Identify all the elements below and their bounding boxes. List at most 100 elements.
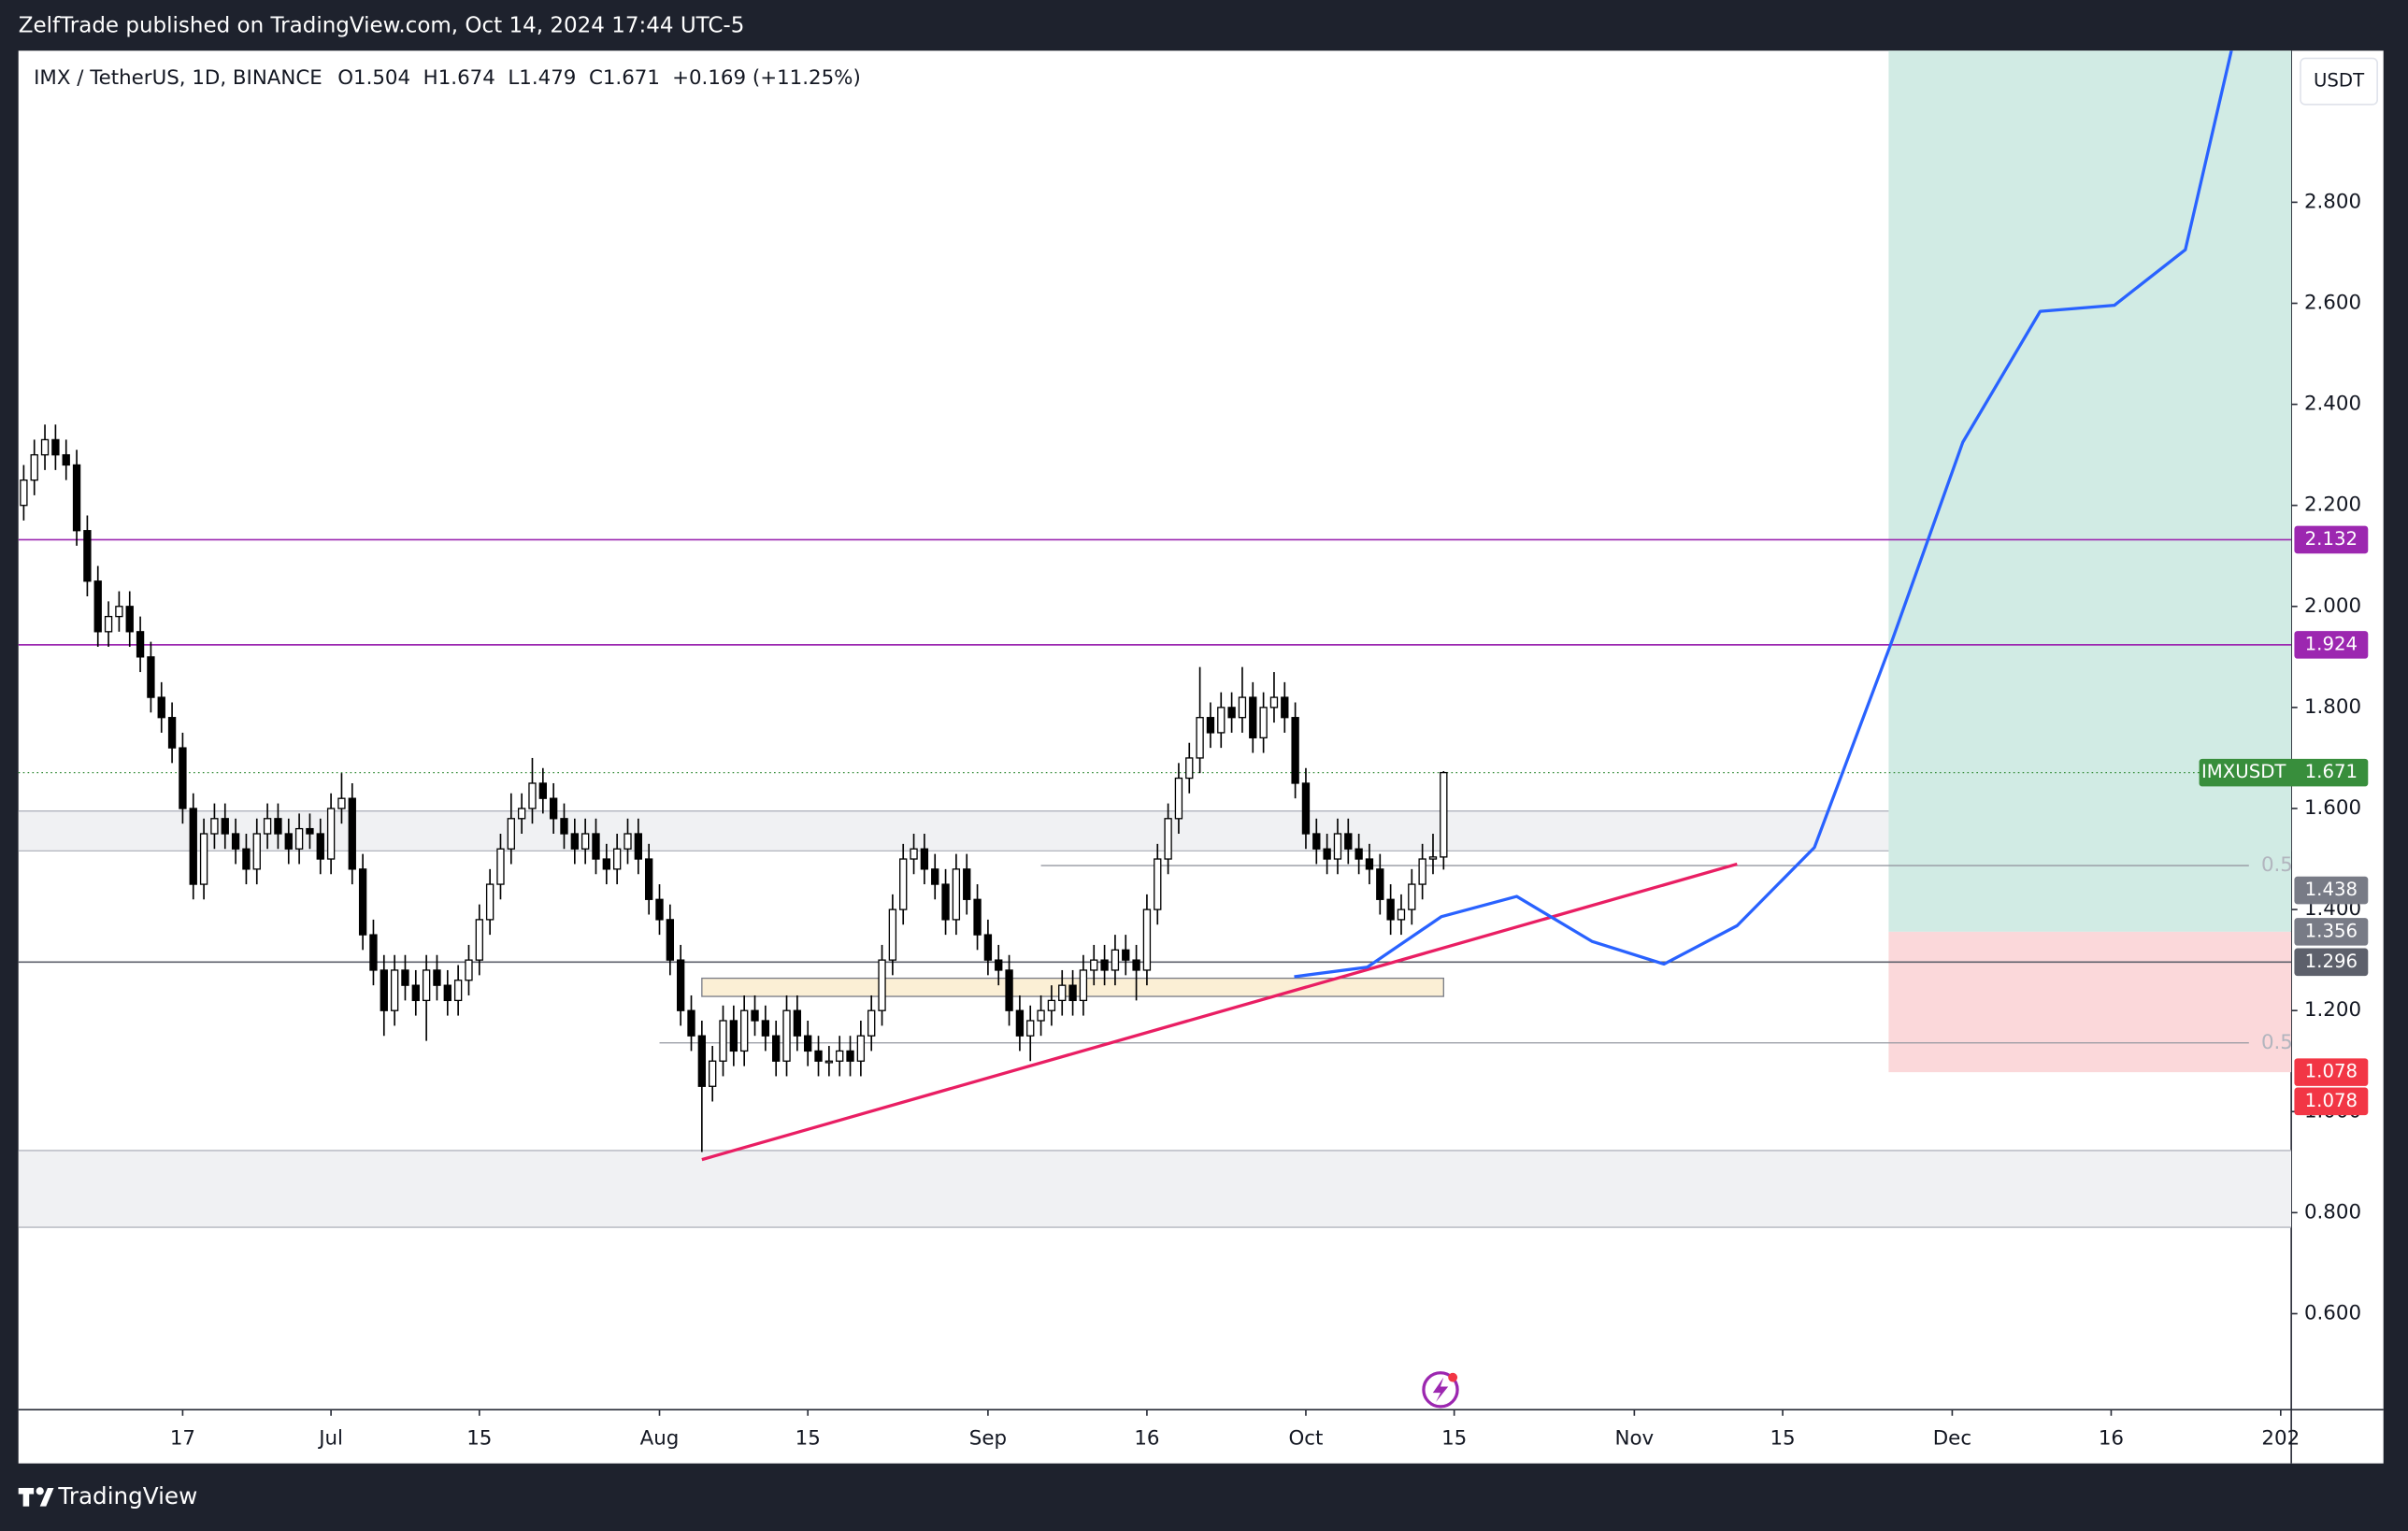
- x-tick-label: 16: [2099, 1426, 2124, 1450]
- candle-body: [1386, 898, 1395, 921]
- candle-body: [20, 479, 28, 507]
- candle-body: [1047, 999, 1056, 1011]
- candle-body: [1418, 858, 1426, 885]
- y-tick-label: 1.600: [2304, 796, 2361, 820]
- candle-body: [952, 868, 961, 921]
- candle-body: [40, 438, 50, 456]
- candle-body: [1259, 707, 1268, 738]
- candle-body: [983, 934, 993, 961]
- profit-zone: [1888, 50, 2292, 932]
- candle-body: [1090, 959, 1098, 971]
- candle-body: [751, 1009, 759, 1022]
- candle-body: [242, 848, 251, 870]
- candle-body: [1206, 717, 1215, 734]
- price-badge: [2294, 1087, 2369, 1116]
- candle-body: [125, 606, 134, 633]
- candle-body: [846, 1050, 854, 1062]
- candle-body: [963, 868, 971, 900]
- candle-body: [1185, 757, 1194, 780]
- last-price-name: IMXUSDT: [2201, 761, 2286, 782]
- trendline: [701, 862, 1738, 1162]
- candle-body: [72, 464, 81, 532]
- candle-body: [655, 898, 664, 921]
- candle-body: [888, 909, 897, 961]
- price-badge-label: 1.924: [2305, 633, 2358, 654]
- candle-body: [337, 797, 346, 809]
- candle-body: [1227, 707, 1236, 719]
- candle-body: [221, 818, 229, 835]
- price-badge-label: 1.296: [2305, 951, 2358, 972]
- candle-body: [910, 848, 918, 860]
- change: +0.169 (+11.25%): [672, 66, 861, 90]
- candle-body: [941, 883, 950, 921]
- candle-body: [1196, 717, 1204, 759]
- candle-body: [1142, 909, 1152, 971]
- x-tick-label: 15: [1441, 1426, 1467, 1450]
- symbol-legend: IMX / TetherUS, 1D, BINANCE O1.504 H1.67…: [34, 66, 861, 90]
- candle-body: [528, 782, 537, 809]
- x-tick-label: Jul: [317, 1426, 343, 1450]
- candle-body: [1365, 858, 1374, 870]
- candle-body: [1281, 696, 1289, 719]
- candle-body: [348, 797, 356, 870]
- candle-body: [475, 919, 483, 961]
- candle-body: [1026, 1020, 1035, 1037]
- candle-body: [274, 818, 282, 835]
- candle-body: [740, 1009, 749, 1052]
- alert-icon[interactable]: [1422, 1371, 1459, 1409]
- price-badge: [2294, 525, 2369, 554]
- candle-body: [189, 808, 197, 885]
- candle-body: [1217, 707, 1226, 734]
- candle-body: [624, 833, 632, 850]
- candle-body: [369, 934, 378, 971]
- price-badge-label: 2.132: [2305, 528, 2358, 550]
- candle-body: [326, 808, 336, 860]
- candle-body: [1323, 848, 1331, 860]
- candle-body: [485, 883, 494, 921]
- candle-body: [995, 959, 1003, 971]
- candle-body: [644, 858, 653, 900]
- candle-body: [1174, 777, 1183, 820]
- candle-body: [602, 858, 610, 870]
- y-tick-label: 2.800: [2304, 190, 2361, 213]
- candle-body: [465, 959, 473, 981]
- candle-body: [199, 833, 208, 885]
- candle-body: [687, 1009, 695, 1037]
- candle-body: [453, 980, 463, 1002]
- price-badge-label: 1.356: [2305, 920, 2358, 941]
- candle-body: [1068, 984, 1077, 1002]
- symbol: IMX / TetherUS, 1D, BINANCE: [34, 66, 322, 90]
- publisher: ZelfTrade published on TradingView.com, …: [19, 13, 745, 37]
- y-tick-label: 1.800: [2304, 695, 2361, 719]
- y-tick-label: 0.800: [2304, 1200, 2361, 1223]
- x-tick-label: Nov: [1615, 1426, 1655, 1450]
- candle-body: [252, 833, 261, 870]
- fib-label: 0.5: [2261, 1031, 2293, 1054]
- y-tick-label: 2.600: [2304, 291, 2361, 314]
- candle-body: [677, 959, 685, 1011]
- candle-body: [1249, 696, 1257, 738]
- price-badge-label: 1.078: [2305, 1061, 2358, 1082]
- candle-body: [263, 818, 272, 835]
- brand[interactable]: TradingView: [57, 1482, 197, 1510]
- candle-body: [1111, 949, 1120, 971]
- price-badge: [2294, 631, 2369, 659]
- brand-logo: [18, 1487, 54, 1507]
- currency-button[interactable]: [2300, 57, 2378, 106]
- candle-body: [358, 868, 367, 936]
- candle-body: [878, 959, 886, 1011]
- candle-body: [549, 797, 558, 820]
- candle-body: [592, 833, 600, 860]
- candle-body: [729, 1020, 738, 1052]
- candle-body: [1291, 717, 1299, 784]
- candle-body: [1164, 818, 1172, 860]
- candle-body: [30, 453, 38, 481]
- candle-body: [570, 833, 579, 850]
- candle-body: [1015, 1009, 1025, 1037]
- y-tick-label: 2.200: [2304, 494, 2361, 517]
- price-badge-label: 1.438: [2305, 879, 2358, 900]
- candle-body: [390, 969, 399, 1011]
- x-tick-label: 16: [1134, 1426, 1159, 1450]
- candle-body: [1333, 833, 1342, 860]
- fib-label: 0.5: [2261, 853, 2293, 877]
